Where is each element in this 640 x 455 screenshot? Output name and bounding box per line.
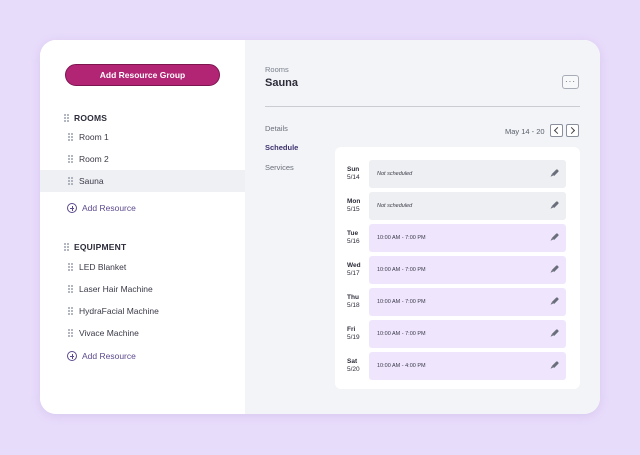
breadcrumb[interactable]: Rooms <box>265 65 289 74</box>
schedule-slot[interactable]: 10:00 AM - 7:00 PM <box>369 256 566 284</box>
pencil-icon[interactable] <box>551 328 560 337</box>
divider <box>265 106 580 107</box>
schedule-panel: Sun 5/14 Not scheduled Mon 5/15 Not sche… <box>335 147 580 389</box>
schedule-slot[interactable]: Not scheduled <box>369 192 566 220</box>
schedule-row-wed: Wed 5/17 10:00 AM - 7:00 PM <box>335 256 580 284</box>
add-resource-group-button[interactable]: Add Resource Group <box>65 64 220 86</box>
day-label: Tue 5/16 <box>347 230 360 246</box>
schedule-row-tue: Tue 5/16 10:00 AM - 7:00 PM <box>335 224 580 252</box>
add-room-resource-link[interactable]: Add Resource <box>67 203 136 213</box>
day-label: Wed 5/17 <box>347 262 361 278</box>
rooms-header-label: ROOMS <box>74 113 108 123</box>
schedule-row-mon: Mon 5/15 Not scheduled <box>335 192 580 220</box>
day-date: 5/16 <box>347 238 360 245</box>
schedule-row-sun: Sun 5/14 Not scheduled <box>335 160 580 188</box>
schedule-row-sat: Sat 5/20 10:00 AM - 4:00 PM <box>335 352 580 380</box>
sidebar-item-room-2[interactable]: Room 2 <box>40 148 245 170</box>
plus-circle-icon <box>67 203 77 213</box>
tab-details[interactable]: Details <box>265 124 288 133</box>
day-label: Fri 5/19 <box>347 326 360 342</box>
schedule-slot[interactable]: Not scheduled <box>369 160 566 188</box>
drag-handle-icon[interactable] <box>68 329 73 337</box>
add-equipment-resource-link[interactable]: Add Resource <box>67 351 136 361</box>
slot-text: Not scheduled <box>377 203 413 209</box>
slot-text: 10:00 AM - 7:00 PM <box>377 267 426 273</box>
date-range: May 14 - 20 <box>505 127 545 136</box>
rooms-header: ROOMS <box>64 113 107 123</box>
pencil-icon[interactable] <box>551 200 560 209</box>
day-label: Sun 5/14 <box>347 166 360 182</box>
sidebar-item-label: HydraFacial Machine <box>79 306 159 316</box>
sidebar-item-label: Vivace Machine <box>79 328 139 338</box>
day-name: Tue <box>347 230 359 237</box>
sidebar-item-label: Room 2 <box>79 154 109 164</box>
schedule-row-fri: Fri 5/19 10:00 AM - 7:00 PM <box>335 320 580 348</box>
schedule-slot[interactable]: 10:00 AM - 4:00 PM <box>369 352 566 380</box>
slot-text: Not scheduled <box>377 171 413 177</box>
sidebar-item-label: Sauna <box>79 176 104 186</box>
day-name: Fri <box>347 326 356 333</box>
chevron-right-icon <box>567 126 576 135</box>
pencil-icon[interactable] <box>551 296 560 305</box>
schedule-row-thu: Thu 5/18 10:00 AM - 7:00 PM <box>335 288 580 316</box>
day-name: Sun <box>347 166 360 173</box>
day-date: 5/17 <box>347 270 360 277</box>
add-resource-label: Add Resource <box>82 351 136 361</box>
day-label: Mon 5/15 <box>347 198 360 214</box>
pencil-icon[interactable] <box>551 264 560 273</box>
drag-handle-icon[interactable] <box>68 155 73 163</box>
drag-handle-icon[interactable] <box>68 177 73 185</box>
sidebar-item-label: Laser Hair Machine <box>79 284 153 294</box>
more-options-button[interactable]: ··· <box>562 75 579 89</box>
tab-schedule[interactable]: Schedule <box>265 143 299 152</box>
drag-handle-icon[interactable] <box>68 263 73 271</box>
tab-services[interactable]: Services <box>265 163 294 172</box>
equipment-header: EQUIPMENT <box>64 242 126 252</box>
pencil-icon[interactable] <box>551 360 560 369</box>
day-date: 5/19 <box>347 334 360 341</box>
equipment-header-label: EQUIPMENT <box>74 242 127 252</box>
day-name: Wed <box>347 262 361 269</box>
day-date: 5/14 <box>347 174 360 181</box>
slot-text: 10:00 AM - 7:00 PM <box>377 331 426 337</box>
sidebar-item-label: Room 1 <box>79 132 109 142</box>
sidebar-item-room-1[interactable]: Room 1 <box>40 126 245 148</box>
plus-circle-icon <box>67 351 77 361</box>
drag-handle-icon[interactable] <box>64 114 69 122</box>
sidebar-item-led-blanket[interactable]: LED Blanket <box>40 256 245 278</box>
main-panel: Rooms Sauna ··· Details Schedule Service… <box>245 40 600 414</box>
chevron-left-icon <box>553 126 562 135</box>
drag-handle-icon[interactable] <box>64 243 69 251</box>
day-name: Mon <box>347 198 361 205</box>
slot-text: 10:00 AM - 7:00 PM <box>377 299 426 305</box>
sidebar-item-vivace-machine[interactable]: Vivace Machine <box>40 322 245 344</box>
drag-handle-icon[interactable] <box>68 307 73 315</box>
schedule-slot[interactable]: 10:00 AM - 7:00 PM <box>369 224 566 252</box>
sidebar-item-hydrafacial-machine[interactable]: HydraFacial Machine <box>40 300 245 322</box>
slot-text: 10:00 AM - 4:00 PM <box>377 363 426 369</box>
sidebar-item-sauna[interactable]: Sauna <box>40 170 245 192</box>
day-date: 5/20 <box>347 366 360 373</box>
page-title: Sauna <box>265 77 299 89</box>
day-name: Thu <box>347 294 359 301</box>
sidebar-item-label: LED Blanket <box>79 262 127 272</box>
day-label: Sat 5/20 <box>347 358 360 374</box>
day-label: Thu 5/18 <box>347 294 360 310</box>
pencil-icon[interactable] <box>551 232 560 241</box>
day-date: 5/15 <box>347 206 360 213</box>
next-week-button[interactable] <box>566 124 579 137</box>
sidebar: Add Resource Group ROOMS Room 1 Room 2 S… <box>40 40 245 414</box>
drag-handle-icon[interactable] <box>68 133 73 141</box>
pencil-icon[interactable] <box>551 168 560 177</box>
schedule-slot[interactable]: 10:00 AM - 7:00 PM <box>369 320 566 348</box>
day-date: 5/18 <box>347 302 360 309</box>
previous-week-button[interactable] <box>550 124 563 137</box>
add-resource-label: Add Resource <box>82 203 136 213</box>
slot-text: 10:00 AM - 7:00 PM <box>377 235 426 241</box>
day-name: Sat <box>347 358 358 365</box>
schedule-slot[interactable]: 10:00 AM - 7:00 PM <box>369 288 566 316</box>
resource-card: Add Resource Group ROOMS Room 1 Room 2 S… <box>40 40 600 414</box>
sidebar-item-laser-hair-machine[interactable]: Laser Hair Machine <box>40 278 245 300</box>
drag-handle-icon[interactable] <box>68 285 73 293</box>
